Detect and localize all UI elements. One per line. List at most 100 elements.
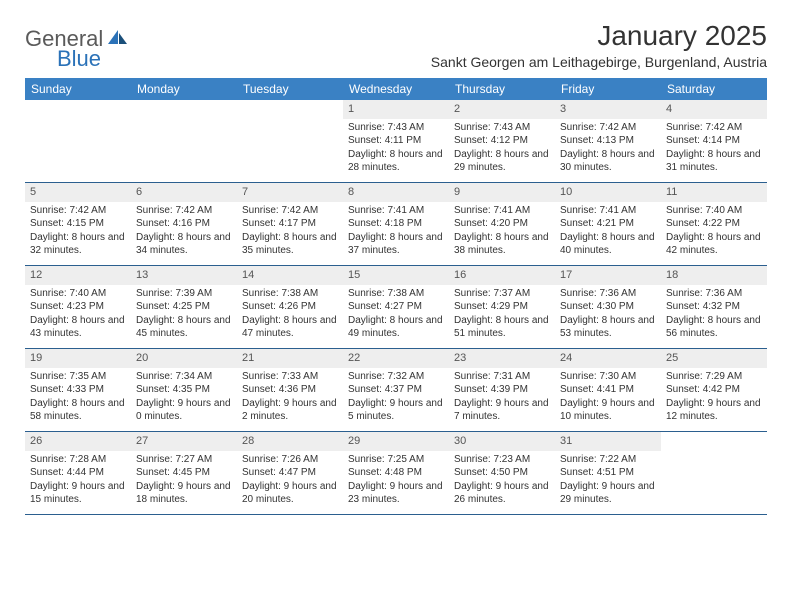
daylight: Daylight: 8 hours and 45 minutes.: [136, 314, 232, 341]
daylight: Daylight: 9 hours and 0 minutes.: [136, 397, 232, 424]
day-cell: 5Sunrise: 7:42 AMSunset: 4:15 PMDaylight…: [25, 183, 131, 265]
daylight: Daylight: 8 hours and 31 minutes.: [666, 148, 762, 175]
sunrise: Sunrise: 7:26 AM: [242, 453, 338, 467]
daylight: Daylight: 8 hours and 43 minutes.: [30, 314, 126, 341]
day-number: 8: [343, 183, 449, 202]
daylight: Daylight: 8 hours and 30 minutes.: [560, 148, 656, 175]
sunrise: Sunrise: 7:32 AM: [348, 370, 444, 384]
sunset: Sunset: 4:29 PM: [454, 300, 550, 314]
day-data: Sunrise: 7:43 AMSunset: 4:12 PMDaylight:…: [454, 121, 550, 175]
day-number: 7: [237, 183, 343, 202]
day-data: Sunrise: 7:27 AMSunset: 4:45 PMDaylight:…: [136, 453, 232, 507]
day-data: Sunrise: 7:32 AMSunset: 4:37 PMDaylight:…: [348, 370, 444, 424]
header: General Blue January 2025 Sankt Georgen …: [25, 20, 767, 70]
day-number: 21: [237, 349, 343, 368]
sunset: Sunset: 4:16 PM: [136, 217, 232, 231]
sunrise: Sunrise: 7:25 AM: [348, 453, 444, 467]
week-row: 26Sunrise: 7:28 AMSunset: 4:44 PMDayligh…: [25, 432, 767, 515]
day-header: Saturday: [661, 78, 767, 100]
sunset: Sunset: 4:44 PM: [30, 466, 126, 480]
day-data: Sunrise: 7:42 AMSunset: 4:14 PMDaylight:…: [666, 121, 762, 175]
sunset: Sunset: 4:22 PM: [666, 217, 762, 231]
daylight: Daylight: 9 hours and 29 minutes.: [560, 480, 656, 507]
day-data: Sunrise: 7:28 AMSunset: 4:44 PMDaylight:…: [30, 453, 126, 507]
day-cell: 28 Sunrise: 7:26 AMSunset: 4:47 PMDayligh…: [237, 432, 343, 514]
daylight: Daylight: 8 hours and 35 minutes.: [242, 231, 338, 258]
day-cell: 13Sunrise: 7:39 AMSunset: 4:25 PMDayligh…: [131, 266, 237, 348]
sunrise: Sunrise: 7:28 AM: [30, 453, 126, 467]
day-number: 30: [449, 432, 555, 451]
sunset: Sunset: 4:50 PM: [454, 466, 550, 480]
sunrise: Sunrise: 7:37 AM: [454, 287, 550, 301]
day-cell: 31Sunrise: 7:22 AMSunset: 4:51 PMDayligh…: [555, 432, 661, 514]
sunrise: Sunrise: 7:30 AM: [560, 370, 656, 384]
day-data: Sunrise: 7:37 AMSunset: 4:29 PMDaylight:…: [454, 287, 550, 341]
sunset: Sunset: 4:39 PM: [454, 383, 550, 397]
sunset: Sunset: 4:41 PM: [560, 383, 656, 397]
week-row: 1Sunrise: 7:43 AMSunset: 4:11 PMDaylight…: [25, 100, 767, 183]
day-data: Sunrise: 7:43 AMSunset: 4:11 PMDaylight:…: [348, 121, 444, 175]
daylight: Daylight: 8 hours and 49 minutes.: [348, 314, 444, 341]
sunset: Sunset: 4:36 PM: [242, 383, 338, 397]
day-cell: 6Sunrise: 7:42 AMSunset: 4:16 PMDaylight…: [131, 183, 237, 265]
sunrise: Sunrise: 7:31 AM: [454, 370, 550, 384]
day-header: Wednesday: [343, 78, 449, 100]
day-cell: 10Sunrise: 7:41 AMSunset: 4:21 PMDayligh…: [555, 183, 661, 265]
sunrise: Sunrise: 7:34 AM: [136, 370, 232, 384]
daylight: Daylight: 9 hours and 7 minutes.: [454, 397, 550, 424]
logo-sail-icon: [107, 29, 129, 45]
sunset: Sunset: 4:25 PM: [136, 300, 232, 314]
sunset: Sunset: 4:45 PM: [136, 466, 232, 480]
sunset: Sunset: 4:13 PM: [560, 134, 656, 148]
day-data: Sunrise: 7:22 AMSunset: 4:51 PMDaylight:…: [560, 453, 656, 507]
day-cell: 9Sunrise: 7:41 AMSunset: 4:20 PMDaylight…: [449, 183, 555, 265]
week-row: 5Sunrise: 7:42 AMSunset: 4:15 PMDaylight…: [25, 183, 767, 266]
sunset: Sunset: 4:48 PM: [348, 466, 444, 480]
day-data: Sunrise: 7:26 AMSunset: 4:47 PMDaylight:…: [242, 453, 338, 507]
day-cell: 26 Sunrise: 7:28 AMSunset: 4:44 PMDayligh…: [25, 432, 131, 514]
day-number: 20: [131, 349, 237, 368]
sunrise: Sunrise: 7:33 AM: [242, 370, 338, 384]
sunrise: Sunrise: 7:22 AM: [560, 453, 656, 467]
daylight: Daylight: 8 hours and 32 minutes.: [30, 231, 126, 258]
daylight: Daylight: 8 hours and 58 minutes.: [30, 397, 126, 424]
sunrise: Sunrise: 7:42 AM: [666, 121, 762, 135]
sunset: Sunset: 4:37 PM: [348, 383, 444, 397]
day-data: Sunrise: 7:41 AMSunset: 4:18 PMDaylight:…: [348, 204, 444, 258]
day-data: Sunrise: 7:40 AMSunset: 4:22 PMDaylight:…: [666, 204, 762, 258]
day-number: 10: [555, 183, 661, 202]
day-number: 26: [25, 432, 131, 451]
day-number: 16: [449, 266, 555, 285]
day-cell: 22 Sunrise: 7:32 AMSunset: 4:37 PMDayligh…: [343, 349, 449, 431]
day-number: 28: [237, 432, 343, 451]
day-number: 2: [449, 100, 555, 119]
sunset: Sunset: 4:33 PM: [30, 383, 126, 397]
day-data: Sunrise: 7:42 AMSunset: 4:13 PMDaylight:…: [560, 121, 656, 175]
day-cell: 20Sunrise: 7:34 AMSunset: 4:35 PMDayligh…: [131, 349, 237, 431]
daylight: Daylight: 8 hours and 28 minutes.: [348, 148, 444, 175]
daylight: Daylight: 8 hours and 42 minutes.: [666, 231, 762, 258]
day-cell: 11 Sunrise: 7:40 AMSunset: 4:22 PMDayligh…: [661, 183, 767, 265]
sunset: Sunset: 4:20 PM: [454, 217, 550, 231]
day-cell: 14Sunrise: 7:38 AMSunset: 4:26 PMDayligh…: [237, 266, 343, 348]
sunset: Sunset: 4:18 PM: [348, 217, 444, 231]
sunrise: Sunrise: 7:40 AM: [30, 287, 126, 301]
day-cell: 30Sunrise: 7:23 AMSunset: 4:50 PMDayligh…: [449, 432, 555, 514]
day-number: 22: [343, 349, 449, 368]
day-data: Sunrise: 7:30 AMSunset: 4:41 PMDaylight:…: [560, 370, 656, 424]
sunrise: Sunrise: 7:43 AM: [454, 121, 550, 135]
day-number: 18: [661, 266, 767, 285]
day-cell: [25, 100, 131, 182]
sunrise: Sunrise: 7:23 AM: [454, 453, 550, 467]
day-cell: 21Sunrise: 7:33 AMSunset: 4:36 PMDayligh…: [237, 349, 343, 431]
daylight: Daylight: 9 hours and 10 minutes.: [560, 397, 656, 424]
sunrise: Sunrise: 7:38 AM: [242, 287, 338, 301]
sunrise: Sunrise: 7:41 AM: [560, 204, 656, 218]
sunset: Sunset: 4:30 PM: [560, 300, 656, 314]
day-number: 11: [661, 183, 767, 202]
day-data: Sunrise: 7:38 AMSunset: 4:26 PMDaylight:…: [242, 287, 338, 341]
sunrise: Sunrise: 7:38 AM: [348, 287, 444, 301]
day-data: Sunrise: 7:42 AMSunset: 4:17 PMDaylight:…: [242, 204, 338, 258]
sunrise: Sunrise: 7:29 AM: [666, 370, 762, 384]
day-number: 15: [343, 266, 449, 285]
